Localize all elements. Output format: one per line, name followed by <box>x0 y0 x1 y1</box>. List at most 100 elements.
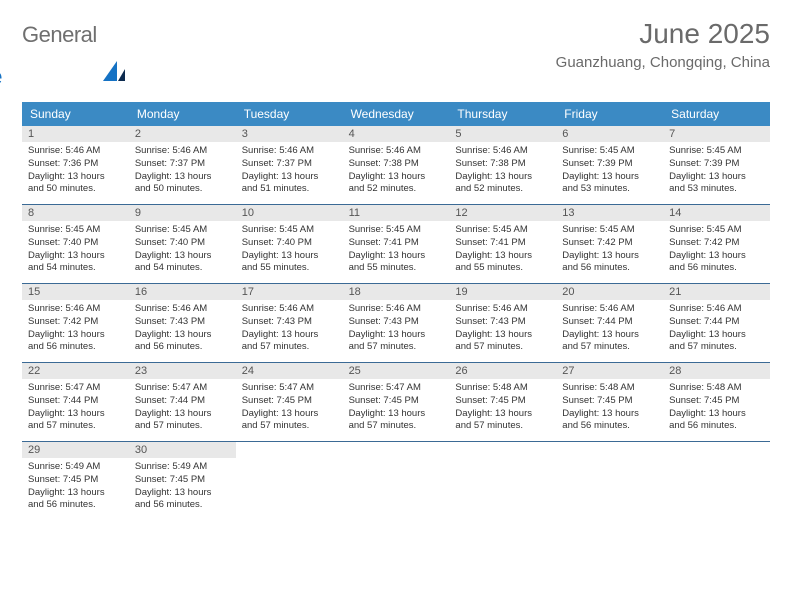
date-number: 12 <box>449 205 556 221</box>
brand-text: General Blue <box>22 24 97 88</box>
weekday-header: Tuesday <box>236 102 343 126</box>
day-details: Sunrise: 5:46 AMSunset: 7:43 PMDaylight:… <box>343 300 450 358</box>
daylight-line: and 53 minutes. <box>562 183 657 196</box>
daylight-line: and 57 minutes. <box>135 420 230 433</box>
sunrise-line: Sunrise: 5:45 AM <box>349 224 444 237</box>
date-number: 16 <box>129 284 236 300</box>
day-cell: 29Sunrise: 5:49 AMSunset: 7:45 PMDayligh… <box>22 442 129 520</box>
daylight-line: and 57 minutes. <box>455 420 550 433</box>
sunset-line: Sunset: 7:45 PM <box>562 395 657 408</box>
weekday-header-row: Sunday Monday Tuesday Wednesday Thursday… <box>22 102 770 126</box>
day-cell: 25Sunrise: 5:47 AMSunset: 7:45 PMDayligh… <box>343 363 450 441</box>
date-number: 17 <box>236 284 343 300</box>
sunset-line: Sunset: 7:44 PM <box>562 316 657 329</box>
daylight-line: Daylight: 13 hours <box>28 329 123 342</box>
sunrise-line: Sunrise: 5:46 AM <box>349 145 444 158</box>
sunset-line: Sunset: 7:40 PM <box>28 237 123 250</box>
day-details: Sunrise: 5:46 AMSunset: 7:43 PMDaylight:… <box>449 300 556 358</box>
daylight-line: and 57 minutes. <box>242 420 337 433</box>
sunrise-line: Sunrise: 5:45 AM <box>135 224 230 237</box>
day-cell: 9Sunrise: 5:45 AMSunset: 7:40 PMDaylight… <box>129 205 236 283</box>
day-details: Sunrise: 5:47 AMSunset: 7:44 PMDaylight:… <box>22 379 129 437</box>
daylight-line: Daylight: 13 hours <box>562 408 657 421</box>
daylight-line: and 55 minutes. <box>455 262 550 275</box>
daylight-line: and 56 minutes. <box>562 420 657 433</box>
daylight-line: and 56 minutes. <box>135 341 230 354</box>
date-number: 8 <box>22 205 129 221</box>
weekday-header: Sunday <box>22 102 129 126</box>
sunrise-line: Sunrise: 5:46 AM <box>562 303 657 316</box>
day-cell: 28Sunrise: 5:48 AMSunset: 7:45 PMDayligh… <box>663 363 770 441</box>
week-row: 29Sunrise: 5:49 AMSunset: 7:45 PMDayligh… <box>22 441 770 520</box>
sunset-line: Sunset: 7:45 PM <box>242 395 337 408</box>
day-cell: 6Sunrise: 5:45 AMSunset: 7:39 PMDaylight… <box>556 126 663 204</box>
date-number: 20 <box>556 284 663 300</box>
sunrise-line: Sunrise: 5:48 AM <box>562 382 657 395</box>
daylight-line: and 51 minutes. <box>242 183 337 196</box>
sunrise-line: Sunrise: 5:47 AM <box>135 382 230 395</box>
sunrise-line: Sunrise: 5:49 AM <box>28 461 123 474</box>
date-number: 9 <box>129 205 236 221</box>
weekday-header: Thursday <box>449 102 556 126</box>
date-number: 19 <box>449 284 556 300</box>
day-cell: 24Sunrise: 5:47 AMSunset: 7:45 PMDayligh… <box>236 363 343 441</box>
day-cell: 17Sunrise: 5:46 AMSunset: 7:43 PMDayligh… <box>236 284 343 362</box>
sunrise-line: Sunrise: 5:45 AM <box>242 224 337 237</box>
page-root: General Blue June 2025 Guanzhuang, Chong… <box>0 0 792 530</box>
date-number: 18 <box>343 284 450 300</box>
sunset-line: Sunset: 7:39 PM <box>562 158 657 171</box>
daylight-line: and 57 minutes. <box>455 341 550 354</box>
sunset-line: Sunset: 7:45 PM <box>28 474 123 487</box>
sunrise-line: Sunrise: 5:46 AM <box>455 145 550 158</box>
date-number: 21 <box>663 284 770 300</box>
daylight-line: and 56 minutes. <box>28 499 123 512</box>
date-number: 22 <box>22 363 129 379</box>
daylight-line: Daylight: 13 hours <box>135 408 230 421</box>
sunset-line: Sunset: 7:40 PM <box>242 237 337 250</box>
weekday-header: Monday <box>129 102 236 126</box>
day-details: Sunrise: 5:45 AMSunset: 7:39 PMDaylight:… <box>663 142 770 200</box>
sunrise-line: Sunrise: 5:48 AM <box>669 382 764 395</box>
day-details: Sunrise: 5:46 AMSunset: 7:44 PMDaylight:… <box>556 300 663 358</box>
sunset-line: Sunset: 7:42 PM <box>562 237 657 250</box>
sunset-line: Sunset: 7:36 PM <box>28 158 123 171</box>
sunrise-line: Sunrise: 5:47 AM <box>28 382 123 395</box>
week-row: 8Sunrise: 5:45 AMSunset: 7:40 PMDaylight… <box>22 204 770 283</box>
day-details: Sunrise: 5:46 AMSunset: 7:36 PMDaylight:… <box>22 142 129 200</box>
sunrise-line: Sunrise: 5:46 AM <box>28 145 123 158</box>
daylight-line: Daylight: 13 hours <box>242 250 337 263</box>
sunset-line: Sunset: 7:41 PM <box>349 237 444 250</box>
daylight-line: and 50 minutes. <box>135 183 230 196</box>
day-details: Sunrise: 5:48 AMSunset: 7:45 PMDaylight:… <box>663 379 770 437</box>
week-row: 22Sunrise: 5:47 AMSunset: 7:44 PMDayligh… <box>22 362 770 441</box>
daylight-line: Daylight: 13 hours <box>135 171 230 184</box>
daylight-line: Daylight: 13 hours <box>242 329 337 342</box>
daylight-line: and 56 minutes. <box>562 262 657 275</box>
sunrise-line: Sunrise: 5:47 AM <box>349 382 444 395</box>
weekday-header: Friday <box>556 102 663 126</box>
sunset-line: Sunset: 7:45 PM <box>135 474 230 487</box>
day-cell: 30Sunrise: 5:49 AMSunset: 7:45 PMDayligh… <box>129 442 236 520</box>
sunset-line: Sunset: 7:44 PM <box>135 395 230 408</box>
day-cell: 23Sunrise: 5:47 AMSunset: 7:44 PMDayligh… <box>129 363 236 441</box>
daylight-line: and 52 minutes. <box>349 183 444 196</box>
day-cell: 3Sunrise: 5:46 AMSunset: 7:37 PMDaylight… <box>236 126 343 204</box>
daylight-line: Daylight: 13 hours <box>242 171 337 184</box>
date-number: 6 <box>556 126 663 142</box>
daylight-line: and 57 minutes. <box>349 341 444 354</box>
day-details: Sunrise: 5:47 AMSunset: 7:45 PMDaylight:… <box>236 379 343 437</box>
daylight-line: Daylight: 13 hours <box>349 250 444 263</box>
date-number: 2 <box>129 126 236 142</box>
daylight-line: and 54 minutes. <box>135 262 230 275</box>
day-details: Sunrise: 5:46 AMSunset: 7:43 PMDaylight:… <box>129 300 236 358</box>
day-cell: 5Sunrise: 5:46 AMSunset: 7:38 PMDaylight… <box>449 126 556 204</box>
daylight-line: and 57 minutes. <box>669 341 764 354</box>
day-details: Sunrise: 5:45 AMSunset: 7:42 PMDaylight:… <box>663 221 770 279</box>
day-cell: 7Sunrise: 5:45 AMSunset: 7:39 PMDaylight… <box>663 126 770 204</box>
daylight-line: Daylight: 13 hours <box>349 408 444 421</box>
sunset-line: Sunset: 7:43 PM <box>455 316 550 329</box>
daylight-line: and 57 minutes. <box>349 420 444 433</box>
date-number: 27 <box>556 363 663 379</box>
day-cell <box>449 442 556 520</box>
daylight-line: Daylight: 13 hours <box>669 408 764 421</box>
